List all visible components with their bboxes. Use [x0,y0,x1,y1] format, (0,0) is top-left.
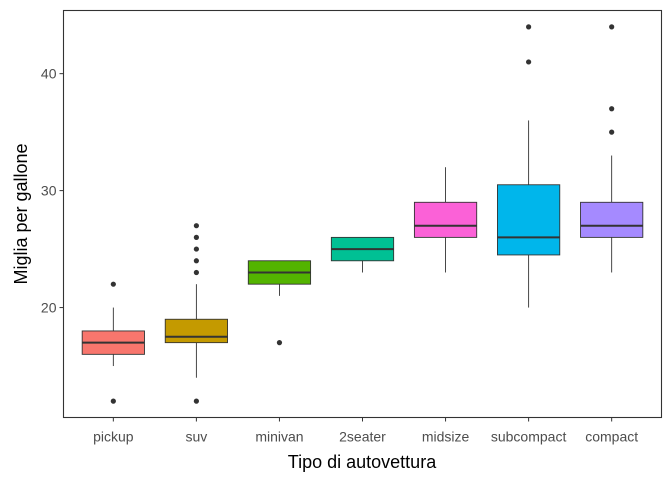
box-subcompact [497,184,561,256]
outlier-point-subcompact-1 [526,24,532,30]
outlier-point-compact-1 [609,106,615,112]
box-group-suv [164,223,228,404]
box-group-compact [580,24,644,273]
outlier-point-suv-3 [193,246,199,252]
box-group-minivan [247,260,312,346]
box-group-pickup [81,281,145,404]
outlier-point-minivan-0 [276,340,283,346]
outlier-point-suv-0 [193,398,199,404]
outlier-point-suv-4 [193,234,199,240]
y-axis-title: Miglia per gallone [11,143,31,284]
outlier-point-pickup-0 [110,398,116,404]
box-midsize [413,201,478,238]
y-tick-label-30: 30 [41,183,57,199]
x-tick-label-subcompact: subcompact [491,429,567,445]
x-tick-label-pickup: pickup [93,429,134,445]
outlier-point-compact-2 [609,24,615,30]
y-tick-label-20: 20 [41,300,57,316]
box-group-subcompact [497,24,561,308]
x-tick-label-midsize: midsize [422,429,470,445]
box-group-2seater [330,236,395,273]
x-tick-label-minivan: minivan [255,429,303,445]
x-tick-label-compact: compact [585,429,638,445]
box-group-midsize [413,167,478,273]
outlier-point-suv-5 [193,223,199,229]
y-tick-label-40: 40 [41,66,57,82]
box-compact [580,201,644,238]
outlier-point-suv-1 [193,269,199,276]
box-suv [164,318,228,344]
plot-area [81,24,644,404]
outlier-point-compact-0 [609,129,615,135]
x-tick-label-suv: suv [185,429,207,445]
outlier-point-suv-2 [193,258,199,264]
axes: 20 30 40 pickup suv minivan 2seater midsize subc… [41,66,638,445]
outlier-point-subcompact-0 [526,59,532,65]
x-axis-title: Tipo di autovettura [288,452,437,472]
x-tick-label-2seater: 2seater [339,429,386,445]
outlier-point-pickup-1 [110,281,116,287]
